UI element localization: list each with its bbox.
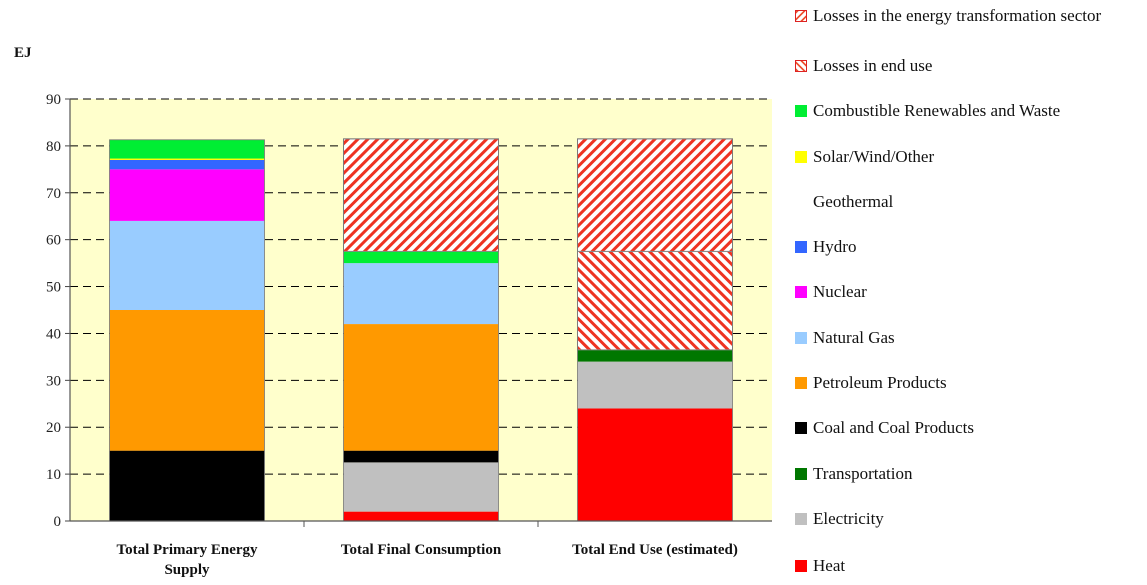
x-category-label: Total Final Consumption — [341, 542, 502, 558]
legend-label: Transportation — [813, 464, 913, 483]
legend-label: Combustible Renewables and Waste — [813, 101, 1061, 120]
legend-label: Electricity — [813, 509, 884, 528]
legend-item-solar-wind-other: Solar/Wind/Other — [795, 147, 1143, 167]
legend-swatch — [795, 377, 807, 389]
bar-segment-electricity — [577, 361, 733, 409]
axes: 0 10 20 30 40 50 60 70 80 90 Total Primary Energy S… — [46, 92, 772, 578]
y-unit-label: EJ — [14, 45, 32, 61]
legend-swatch — [795, 241, 807, 253]
legend-item-losses-in-the-energy-transformation-sector: Losses in the energy transformation sect… — [795, 6, 1143, 26]
bar-segment-losses-in-end-use — [577, 250, 733, 351]
bar-segment-hydro — [109, 159, 265, 170]
y-tick-label: 10 — [46, 467, 61, 483]
legend-item-nuclear: Nuclear — [795, 282, 1143, 302]
legend-item-electricity: Electricity — [795, 509, 1143, 529]
legend-label: Coal and Coal Products — [813, 418, 975, 437]
bar-segment-heat — [577, 408, 733, 521]
bar-segment-combustible-renewables-and-waste — [343, 251, 499, 264]
stacked-bar-chart: 0 10 20 30 40 50 60 70 80 90 Total Primary Energy S… — [14, 45, 772, 578]
bar-segment-coal-and-coal-products — [343, 450, 499, 463]
legend-label: Geothermal — [813, 192, 894, 211]
bar-segment-electricity — [343, 462, 499, 512]
legend-item-combustible-renewables-and-waste: Combustible Renewables and Waste — [795, 101, 1143, 121]
bar-segment-nuclear — [109, 169, 265, 221]
legend-swatch — [795, 332, 807, 344]
legend-item-natural-gas: Natural Gas — [795, 328, 1143, 348]
bar-segment-petroleum-products — [343, 324, 499, 451]
y-tick-label: 40 — [46, 326, 61, 342]
bar-segment-transportation — [577, 349, 733, 362]
legend-label: Losses in end use — [813, 56, 933, 75]
legend-item-hydro: Hydro — [795, 237, 1143, 257]
bar-segment-petroleum-products — [109, 310, 265, 451]
bar-segment-natural-gas — [343, 263, 499, 325]
bar-segment-coal-and-coal-products — [109, 450, 265, 521]
legend-item-coal-and-coal-products: Coal and Coal Products — [795, 418, 1143, 438]
x-category-label: Total Primary Energy Supply — [116, 542, 258, 578]
legend-item-petroleum-products: Petroleum Products — [795, 373, 1143, 393]
bar-segment-losses-in-the-energy-transformation-sector — [577, 138, 733, 252]
legend-swatch — [795, 560, 807, 572]
legend-swatch — [795, 10, 807, 22]
y-tick-label: 0 — [54, 514, 62, 530]
y-tick-label: 50 — [46, 280, 61, 296]
legend-item-transportation: Transportation — [795, 464, 1143, 484]
y-tick-label: 30 — [46, 373, 61, 389]
bar-segment-heat — [343, 511, 499, 521]
legend-swatch — [795, 196, 807, 208]
legend-item-geothermal: Geothermal — [795, 192, 1143, 212]
legend-label: Losses in the energy transformation sect… — [813, 6, 1102, 25]
y-tick-label: 80 — [46, 139, 61, 155]
y-tick-label: 70 — [46, 186, 61, 202]
legend-label: Natural Gas — [813, 328, 895, 347]
legend-swatch — [795, 286, 807, 298]
legend-label: Nuclear — [813, 282, 867, 301]
legend-swatch — [795, 422, 807, 434]
legend-item-losses-in-end-use: Losses in end use — [795, 56, 1143, 76]
legend-swatch — [795, 60, 807, 72]
bar-segment-natural-gas — [109, 220, 265, 310]
y-tick-label: 90 — [46, 92, 61, 108]
bar-segment-solar-wind-other — [109, 158, 265, 160]
x-category-label: Total End Use (estimated) — [572, 542, 738, 558]
legend-item-heat: Heat — [795, 556, 1143, 576]
legend-swatch — [795, 151, 807, 163]
legend-swatch — [795, 105, 807, 117]
legend-swatch — [795, 513, 807, 525]
legend-swatch — [795, 468, 807, 480]
y-tick-label: 60 — [46, 233, 61, 249]
legend-label: Hydro — [813, 237, 857, 256]
legend-label: Heat — [813, 556, 846, 575]
legend-label: Petroleum Products — [813, 373, 947, 392]
bar-segment-losses-in-the-energy-transformation-sector — [343, 138, 499, 252]
y-tick-label: 20 — [46, 420, 61, 436]
bar-segment-combustible-renewables-and-waste — [109, 139, 265, 159]
legend-label: Solar/Wind/Other — [813, 147, 935, 166]
bar-stacks — [109, 138, 733, 522]
